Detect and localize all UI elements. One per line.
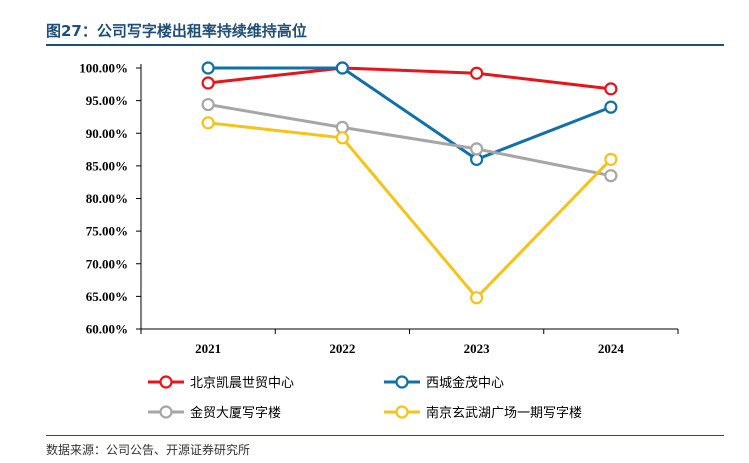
y-tick-label: 65.00% — [86, 289, 128, 304]
data-point-s1-2023 — [470, 66, 484, 80]
source-divider — [46, 435, 724, 436]
data-point-s3-2024 — [604, 169, 618, 183]
data-point-s1-2024 — [604, 82, 618, 96]
figure-title: 图27：公司写字楼出租率持续维持高位 — [46, 22, 307, 40]
y-tick-label: 60.00% — [86, 322, 128, 337]
legend-marker-2 — [395, 375, 409, 389]
y-tick-label: 100.00% — [79, 61, 128, 76]
data-point-s2-2022 — [335, 61, 349, 75]
legend-label-3: 金贸大厦写字楼 — [190, 405, 281, 421]
x-tick-label: 2022 — [329, 341, 355, 356]
data-point-s3-2021 — [201, 97, 215, 112]
legend-marker-3 — [159, 405, 173, 419]
source-note: 数据来源：公司公告、开源证券研究所 — [46, 443, 251, 457]
legend-label-2: 西城金茂中心 — [426, 375, 504, 391]
data-point-s3-2023 — [470, 142, 484, 156]
data-point-s4-2024 — [604, 152, 618, 166]
y-tick-label: 95.00% — [86, 93, 128, 108]
y-tick-label: 90.00% — [86, 126, 128, 141]
data-point-s2-2021 — [201, 61, 215, 75]
series-line-1 — [207, 66, 612, 91]
title-divider — [46, 44, 724, 46]
series-line-4 — [207, 121, 612, 300]
legend-marker-4 — [395, 405, 409, 419]
data-point-s4-2021 — [201, 116, 215, 130]
data-point-s4-2022 — [335, 131, 349, 145]
series-line-2 — [208, 66, 612, 161]
data-point-s4-2023 — [470, 291, 484, 305]
x-tick-label: 2024 — [598, 341, 625, 356]
x-tick-label: 2021 — [195, 341, 221, 356]
series-line-3 — [207, 103, 612, 178]
legend-marker-1 — [159, 375, 173, 389]
legend-label-4: 南京玄武湖广场一期写字楼 — [426, 405, 582, 421]
data-point-s1-2021 — [201, 76, 215, 90]
y-tick-label: 85.00% — [86, 158, 128, 173]
y-tick-label: 75.00% — [86, 224, 128, 239]
x-tick-label: 2023 — [464, 341, 491, 356]
data-point-s2-2024 — [604, 100, 618, 114]
legend-label-1: 北京凯晨世贸中心 — [190, 376, 294, 391]
y-tick-label: 80.00% — [86, 191, 128, 206]
y-tick-label: 70.00% — [86, 256, 128, 271]
